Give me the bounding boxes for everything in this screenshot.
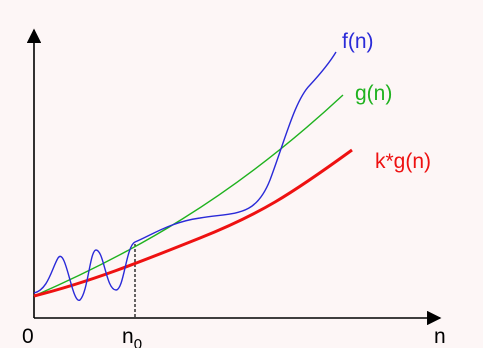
f-label: f(n) <box>342 30 374 53</box>
g-curve <box>33 94 344 297</box>
n0-label: n0 <box>122 325 142 348</box>
g-label: g(n) <box>355 82 392 105</box>
kg-label: k*g(n) <box>375 150 431 173</box>
f-curve <box>33 51 337 301</box>
x-axis-label: n <box>434 325 446 348</box>
kg-curve <box>33 148 353 298</box>
n0-label-base: n <box>122 325 134 348</box>
n0-label-subscript: 0 <box>134 336 142 348</box>
origin-label: 0 <box>22 325 34 348</box>
